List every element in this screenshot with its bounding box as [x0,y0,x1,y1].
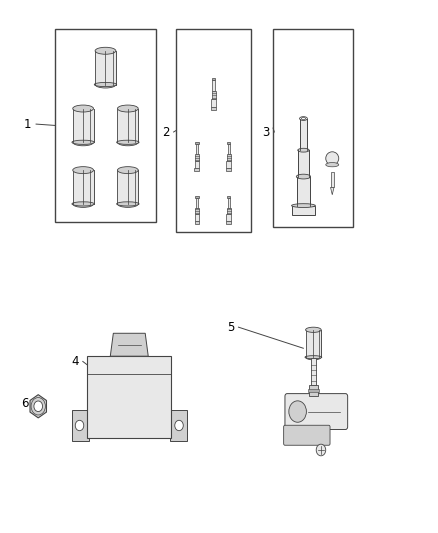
Ellipse shape [117,167,138,174]
Bar [226,214,231,221]
Text: 4: 4 [71,355,78,368]
Ellipse shape [306,327,321,333]
Ellipse shape [326,163,339,167]
Bar [227,196,230,198]
Bar [73,170,93,204]
Bar [212,80,215,91]
Ellipse shape [95,81,116,88]
Bar [117,109,138,142]
Bar [211,107,216,110]
FancyBboxPatch shape [285,393,348,430]
Bar [195,196,198,198]
Bar [73,109,93,142]
Ellipse shape [298,148,309,152]
Bar [196,198,198,208]
Ellipse shape [301,117,306,119]
Ellipse shape [95,47,116,54]
Polygon shape [30,394,46,418]
Bar [194,214,199,221]
Bar [195,154,199,161]
Bar [194,168,199,171]
Bar [194,161,199,168]
Polygon shape [110,333,148,356]
Ellipse shape [72,140,94,144]
Ellipse shape [117,202,139,206]
Text: 5: 5 [227,321,234,334]
Ellipse shape [326,152,339,165]
Text: 3: 3 [263,125,270,139]
Bar [195,208,199,214]
Ellipse shape [72,202,94,206]
Bar [226,168,231,171]
Bar [331,172,334,188]
Bar [307,389,319,392]
Polygon shape [331,188,334,195]
Bar [196,144,198,154]
Bar [87,356,171,438]
Ellipse shape [300,117,307,120]
Circle shape [75,421,84,431]
Ellipse shape [297,174,311,179]
Bar [211,99,216,107]
Bar [226,221,231,224]
Ellipse shape [117,200,138,207]
Bar [176,29,251,232]
Bar [306,330,321,357]
Bar [228,198,230,208]
Ellipse shape [73,139,93,146]
Text: 6: 6 [21,397,29,410]
Circle shape [316,444,326,456]
Text: 2: 2 [162,125,169,139]
Bar [72,410,89,441]
Bar [117,170,138,204]
Bar [195,142,199,144]
Ellipse shape [292,204,315,207]
FancyBboxPatch shape [284,425,330,445]
Ellipse shape [73,105,93,112]
Bar [227,208,230,214]
Bar [212,78,215,80]
Bar [227,154,231,161]
Bar [311,358,316,385]
Bar [298,150,309,176]
Bar [55,29,156,222]
Circle shape [175,421,183,431]
Bar [194,221,199,224]
Ellipse shape [73,200,93,207]
Circle shape [289,401,307,422]
Bar [273,29,353,227]
Ellipse shape [94,83,117,87]
Bar [309,385,318,396]
Bar [227,142,230,144]
Ellipse shape [117,140,139,144]
Ellipse shape [117,105,138,112]
Ellipse shape [117,139,138,146]
Ellipse shape [305,356,322,359]
Ellipse shape [306,354,321,360]
Bar [226,161,231,168]
Bar [292,206,315,215]
Bar [297,176,310,206]
Bar [170,410,187,441]
Bar [95,51,116,85]
Ellipse shape [73,167,93,174]
Circle shape [34,401,42,411]
Text: 1: 1 [23,118,31,131]
Bar [212,91,215,99]
Bar [300,118,307,150]
Bar [227,144,230,154]
